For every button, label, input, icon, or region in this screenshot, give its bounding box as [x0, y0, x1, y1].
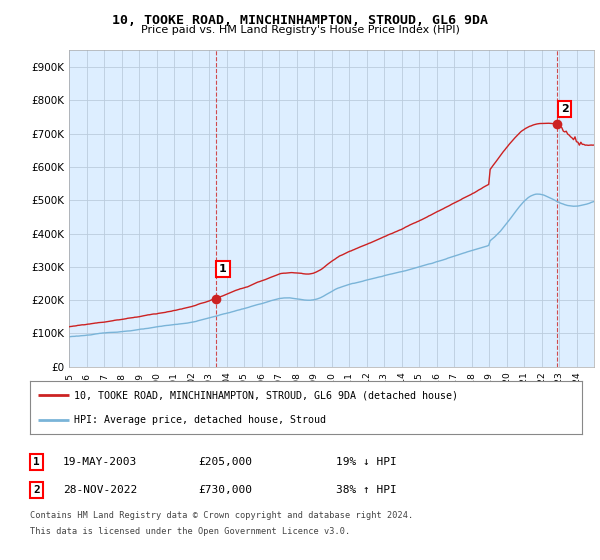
Text: 38% ↑ HPI: 38% ↑ HPI: [336, 485, 397, 495]
Text: 19% ↓ HPI: 19% ↓ HPI: [336, 457, 397, 467]
Text: £205,000: £205,000: [198, 457, 252, 467]
Text: 10, TOOKE ROAD, MINCHINHAMPTON, STROUD, GL6 9DA: 10, TOOKE ROAD, MINCHINHAMPTON, STROUD, …: [112, 14, 488, 27]
Text: 1: 1: [33, 457, 40, 467]
Text: Contains HM Land Registry data © Crown copyright and database right 2024.: Contains HM Land Registry data © Crown c…: [30, 511, 413, 520]
Text: 28-NOV-2022: 28-NOV-2022: [63, 485, 137, 495]
Text: Price paid vs. HM Land Registry's House Price Index (HPI): Price paid vs. HM Land Registry's House …: [140, 25, 460, 35]
Text: 19-MAY-2003: 19-MAY-2003: [63, 457, 137, 467]
Text: HPI: Average price, detached house, Stroud: HPI: Average price, detached house, Stro…: [74, 414, 326, 424]
Text: 2: 2: [561, 104, 569, 114]
Text: 10, TOOKE ROAD, MINCHINHAMPTON, STROUD, GL6 9DA (detached house): 10, TOOKE ROAD, MINCHINHAMPTON, STROUD, …: [74, 390, 458, 400]
Text: 1: 1: [219, 264, 227, 274]
Text: 2: 2: [33, 485, 40, 495]
Text: £730,000: £730,000: [198, 485, 252, 495]
Text: This data is licensed under the Open Government Licence v3.0.: This data is licensed under the Open Gov…: [30, 528, 350, 536]
